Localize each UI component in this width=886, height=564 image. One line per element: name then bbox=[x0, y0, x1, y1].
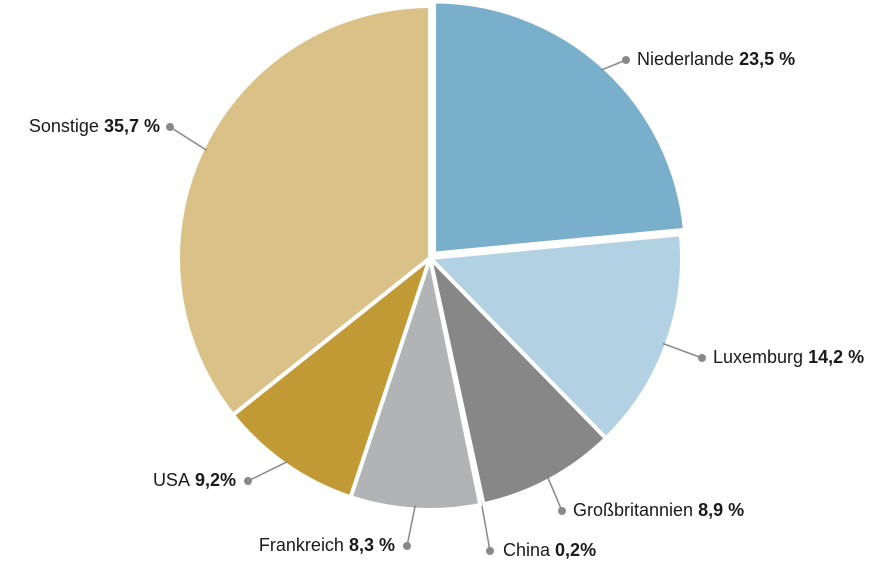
slice-name: Großbritannien bbox=[573, 500, 693, 520]
leader-dot bbox=[403, 542, 411, 550]
slice-value: 14,2 % bbox=[808, 347, 864, 367]
leader-dot bbox=[166, 123, 174, 131]
slice-name: Sonstige bbox=[29, 116, 99, 136]
slice-label: Niederlande 23,5 % bbox=[637, 49, 795, 69]
slice-value: 0,2% bbox=[555, 540, 596, 560]
slice-label: China 0,2% bbox=[503, 540, 596, 560]
slice-label: Sonstige 35,7 % bbox=[29, 116, 160, 136]
slice-name: USA bbox=[153, 470, 190, 490]
slice-value: 23,5 % bbox=[739, 49, 795, 69]
leader-line bbox=[600, 59, 627, 71]
slice-label: Luxemburg 14,2 % bbox=[713, 347, 864, 367]
pie-slice bbox=[432, 0, 687, 256]
leader-dot bbox=[244, 477, 252, 485]
leader-line bbox=[406, 505, 416, 547]
slice-label: Frankreich 8,3 % bbox=[259, 535, 395, 555]
pie-slice bbox=[230, 256, 432, 500]
leader-line bbox=[247, 460, 289, 482]
slice-name: Niederlande bbox=[637, 49, 734, 69]
leader-dot bbox=[698, 354, 706, 362]
slice-label: USA 9,2% bbox=[153, 470, 236, 490]
leader-dot bbox=[486, 547, 494, 555]
slice-name: Luxemburg bbox=[713, 347, 803, 367]
leader-line bbox=[546, 476, 563, 512]
slice-label: Großbritannien 8,9 % bbox=[573, 500, 744, 520]
slice-value: 8,9 % bbox=[698, 500, 744, 520]
leader-line bbox=[169, 126, 208, 151]
slice-name: China bbox=[503, 540, 551, 560]
leader-dot bbox=[622, 56, 630, 64]
leader-line bbox=[480, 500, 491, 552]
leader-line bbox=[662, 342, 703, 359]
slice-value: 35,7 % bbox=[104, 116, 160, 136]
leader-dot bbox=[558, 507, 566, 515]
slice-value: 8,3 % bbox=[349, 535, 395, 555]
slice-value: 9,2% bbox=[195, 470, 236, 490]
slice-name: Frankreich bbox=[259, 535, 344, 555]
